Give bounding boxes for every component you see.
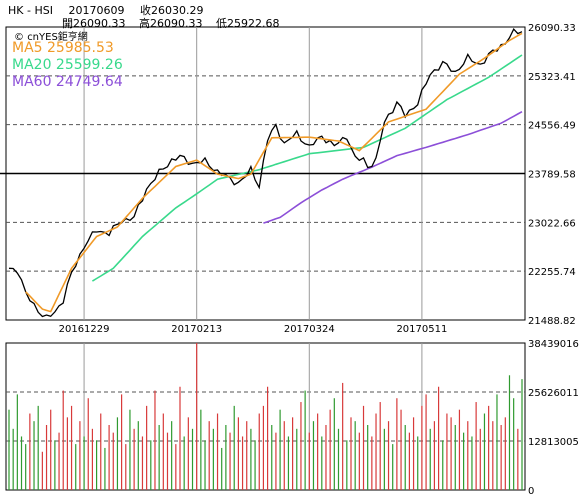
legend-ma20-text: MA20 25599.26 bbox=[12, 57, 123, 73]
watermark: © cnYES鉅亨網 bbox=[14, 28, 88, 43]
volume-y-tick-label: 12813005 bbox=[528, 437, 579, 448]
volume-y-tick-label: 0 bbox=[528, 486, 534, 497]
x-tick-label: 20170511 bbox=[396, 324, 447, 335]
x-tick-label: 20170213 bbox=[171, 324, 222, 335]
symbol-label: HK - HSI bbox=[8, 4, 53, 17]
close-label: 收26030.29 bbox=[139, 4, 204, 17]
x-tick-label: 20170324 bbox=[284, 324, 335, 335]
series-line-price bbox=[8, 27, 523, 318]
date-label: 20170609 bbox=[68, 4, 125, 17]
price-y-tick-label: 25323.41 bbox=[528, 72, 576, 83]
chart-header: HK - HSI 20170609 收26030.29 bbox=[8, 2, 203, 18]
price-y-tick-label: 26090.33 bbox=[528, 23, 576, 34]
series-line-ma20 bbox=[91, 54, 523, 282]
price-y-tick-label: 24556.49 bbox=[528, 121, 576, 132]
volume-y-tick-label: 25626011 bbox=[528, 388, 579, 399]
series-line-ma60 bbox=[263, 110, 523, 224]
series-line-ma5 bbox=[25, 32, 523, 313]
x-tick-label: 20161229 bbox=[59, 324, 110, 335]
price-y-tick-label: 21488.82 bbox=[528, 316, 576, 327]
legend-ma5: MA5 25985.53 bbox=[12, 40, 114, 56]
legend-ma5-text: MA5 25985.53 bbox=[12, 40, 114, 56]
legend-ma20: MA20 25599.26 bbox=[12, 57, 123, 73]
watermark-text: cnYES鉅亨網 bbox=[27, 32, 88, 43]
volume-y-tick-label: 38439016 bbox=[528, 339, 579, 350]
price-y-tick-label: 22255.74 bbox=[528, 267, 576, 278]
legend-ma60-text: MA60 24749.64 bbox=[12, 74, 123, 90]
copyright-icon: © bbox=[14, 32, 24, 43]
price-y-tick-label: 23022.66 bbox=[528, 218, 576, 229]
price-y-tick-label: 23789.58 bbox=[528, 169, 576, 180]
volume-panel-frame bbox=[5, 342, 526, 491]
legend-ma60: MA60 24749.64 bbox=[12, 74, 123, 90]
